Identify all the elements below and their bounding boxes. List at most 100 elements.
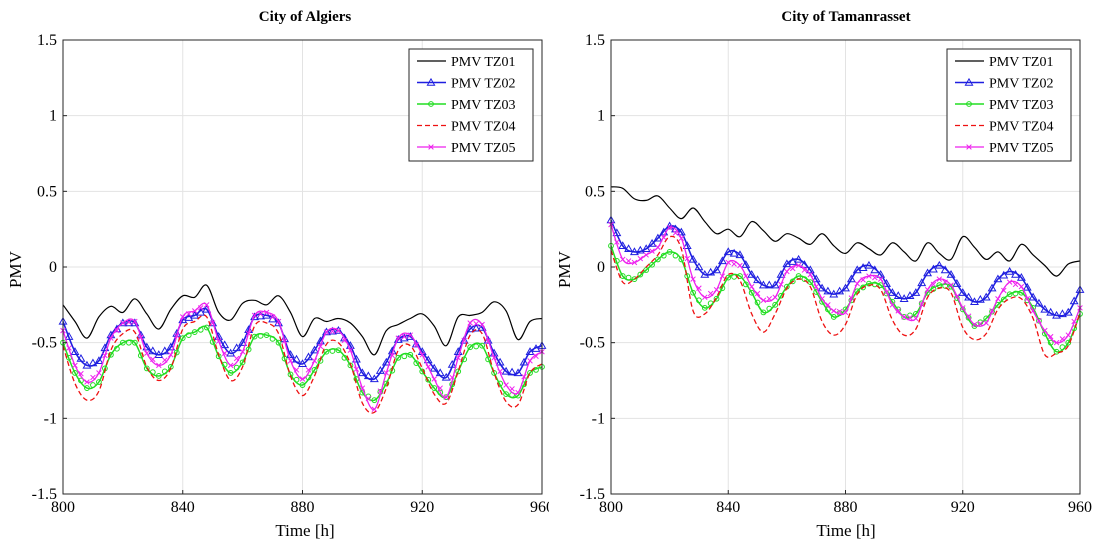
series-marker-5 [120,320,126,326]
series-marker-5 [1006,279,1013,285]
series-marker-5 [678,235,685,242]
chart-title: City of Algiers [258,9,352,25]
series-marker-2 [647,238,657,247]
series-marker-3 [485,356,492,363]
series-marker-2 [393,335,403,343]
series-marker-5 [801,267,808,273]
series-marker-5 [614,239,620,245]
series-marker-3 [473,343,480,350]
series-marker-2 [525,347,535,355]
series-line-1 [610,186,1081,277]
series-marker-5 [491,355,497,361]
series-marker-5 [257,311,264,317]
series-marker-3 [323,348,330,355]
series-marker-2 [160,346,170,355]
series-marker-3 [203,324,210,331]
y-tick-label: -1 [592,410,605,427]
series-marker-5 [966,144,972,150]
series-line-3 [610,245,1081,353]
series-marker-5 [649,248,655,254]
series-marker-3 [401,353,408,360]
series-marker-2 [753,275,763,284]
series-marker-5 [293,367,300,373]
series-line-4 [610,235,1081,358]
series-marker-5 [1018,283,1025,290]
y-tick-label: 0 [49,259,57,276]
series-marker-5 [860,277,866,283]
series-marker-3 [96,379,102,385]
series-marker-3 [431,385,438,391]
series-marker-3 [395,354,402,361]
series-marker-5 [1059,336,1066,342]
x-tick-label: 960 [1068,499,1092,516]
series-marker-2 [612,228,622,237]
series-marker-2 [1011,269,1020,278]
legend: PMV TZ01 PMV TZ02 PMV TZ03 PMV TZ04 PMV TZ05 [408,48,534,162]
series-marker-5 [836,308,843,315]
series-marker-5 [737,262,743,269]
series-marker-2 [852,265,862,274]
series-marker-5 [275,318,282,325]
series-marker-5 [132,318,138,325]
series-marker-3 [789,278,796,285]
series-marker-3 [631,276,638,283]
series-marker-2 [706,267,716,276]
series-marker-2 [1028,292,1038,301]
series-marker-5 [221,350,228,357]
series-marker-2 [190,310,200,319]
y-tick-label: -1.5 [580,486,605,503]
series-marker-5 [637,255,644,262]
series-marker-2 [917,278,927,287]
series-marker-5 [329,328,336,335]
series-marker-2 [952,279,962,287]
series-marker-2 [351,354,361,363]
series-marker-2 [653,233,663,242]
chart-plot: 800 840 880 920 960 -1.5 -1 -0.5 0 0.5 1 1.5 PMV TZ0… [32,32,549,516]
series-marker-3 [742,281,749,288]
series-marker-3 [239,359,246,366]
series-marker-2 [459,335,469,344]
series-marker-5 [778,281,784,288]
series-marker-5 [461,337,467,344]
series-marker-5 [335,327,342,334]
series-marker-2 [747,269,757,278]
series-marker-2 [629,247,639,256]
series-marker-2 [735,250,745,259]
x-tick-label: 920 [951,499,975,516]
series-marker-5 [245,330,252,337]
series-marker-2 [999,270,1009,279]
series-marker-2 [940,265,950,274]
series-marker-3 [191,329,198,335]
series-marker-2 [694,262,704,271]
series-marker-2 [671,224,680,233]
series-marker-2 [970,297,979,306]
series-marker-2 [911,288,921,296]
series-marker-2 [858,263,868,271]
series-marker-3 [713,295,720,302]
series-marker-5 [527,358,533,364]
series-marker-5 [1036,317,1042,324]
series-marker-5 [126,319,132,325]
chart-panel-algiers: City of Algiers 800 840 880 920 960 -1.5 -1 -0.… [6,9,549,540]
series-marker-5 [323,329,330,335]
series-marker-3 [428,101,434,107]
y-tick-label: -1.5 [32,486,57,503]
series-marker-5 [473,320,479,327]
series-marker-2 [423,355,433,364]
series-marker-2 [310,345,319,354]
series-marker-5 [977,320,984,327]
series-marker-3 [257,332,264,339]
series-marker-3 [830,314,837,320]
series-marker-3 [503,391,509,398]
series-marker-5 [819,296,825,302]
series-marker-5 [347,347,354,353]
series-marker-3 [801,276,808,283]
series-marker-2 [823,286,833,295]
series-marker-5 [731,261,737,267]
series-line-3 [62,325,543,402]
series-marker-2 [369,374,379,383]
series-marker-3 [527,370,533,376]
series-marker-2 [811,274,821,283]
series-marker-3 [877,282,884,289]
series-marker-3 [467,344,474,351]
